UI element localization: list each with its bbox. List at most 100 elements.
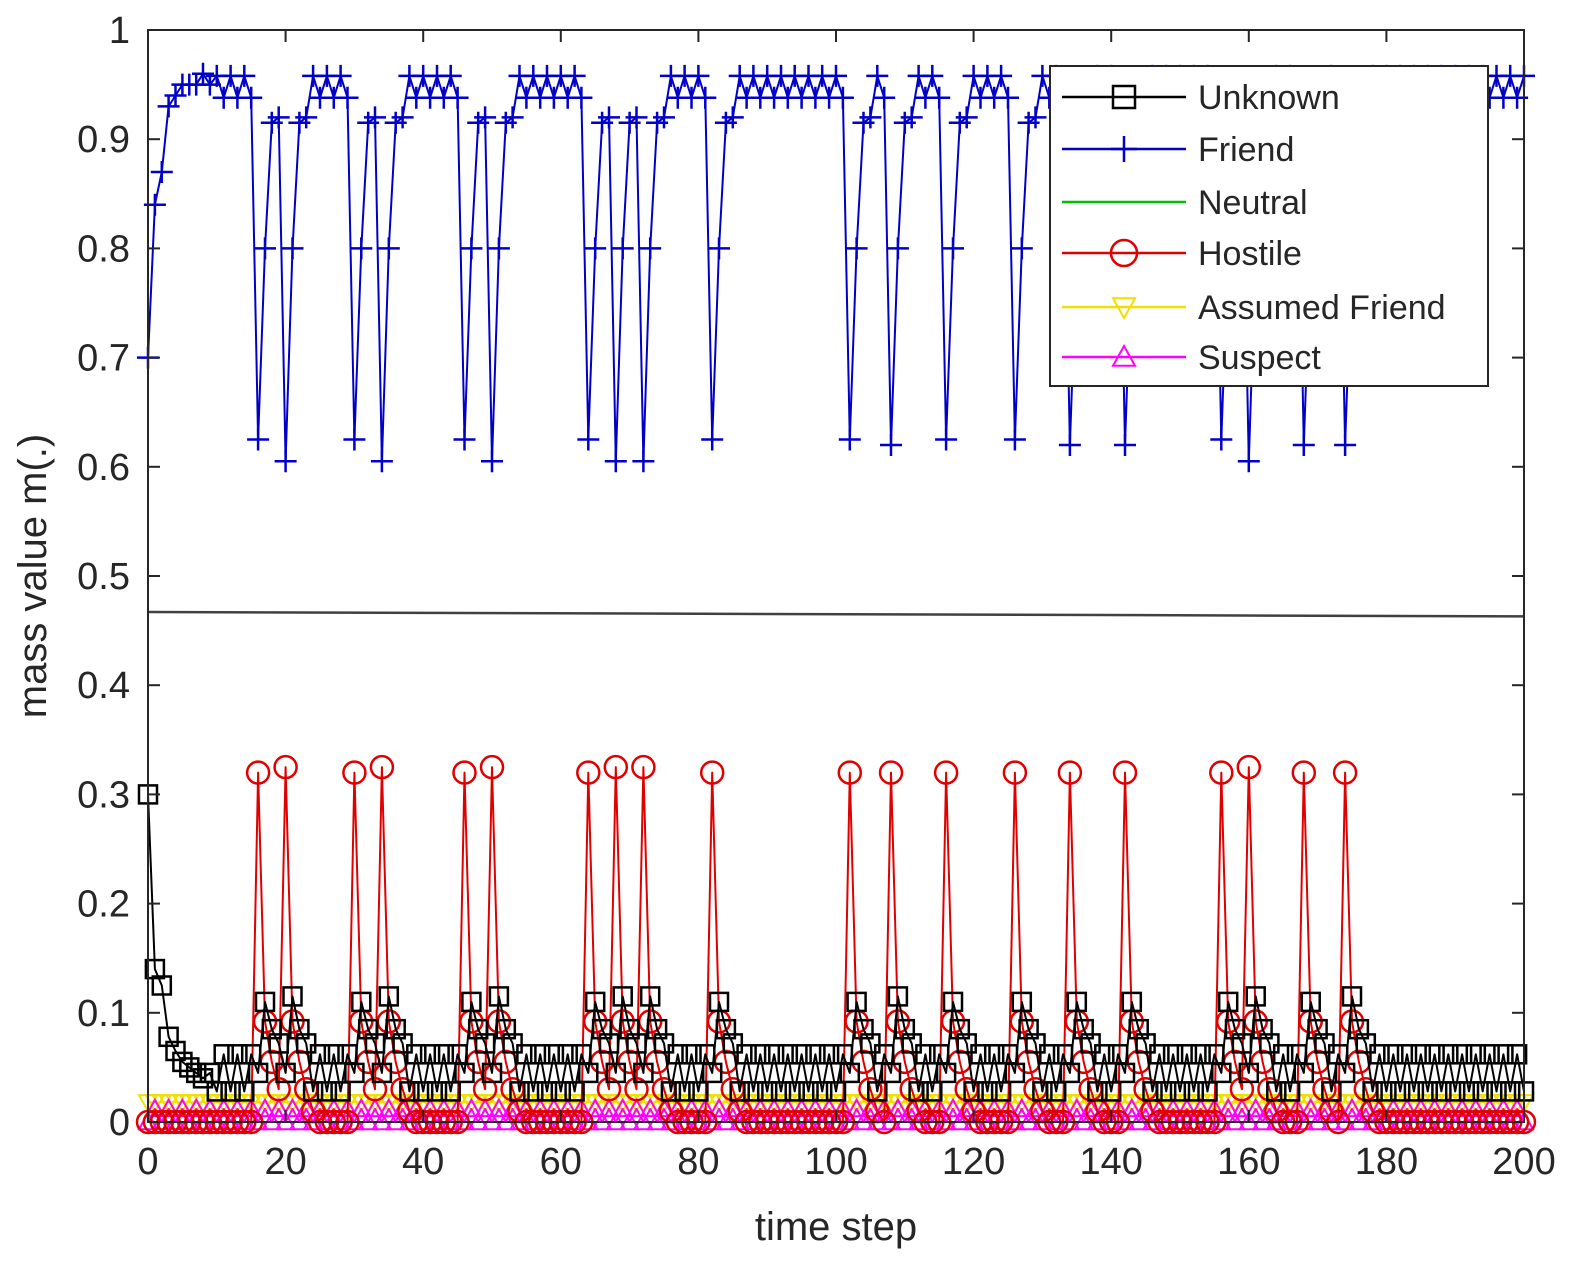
data-point-unknown <box>853 1018 874 1040</box>
data-point-unknown <box>736 1044 757 1065</box>
data-point-suspect <box>199 1097 221 1118</box>
data-point-unknown <box>825 1081 847 1102</box>
data-point-hostile <box>576 760 601 785</box>
data-point-unknown <box>908 1081 929 1102</box>
data-point-unknown <box>440 1081 461 1102</box>
data-point-unknown <box>860 1033 881 1054</box>
data-point-friend <box>240 86 263 109</box>
data-point-suspect <box>804 1097 827 1118</box>
data-point-unknown <box>688 1081 709 1102</box>
data-point-friend <box>460 237 483 260</box>
data-point-unknown <box>1217 991 1239 1013</box>
data-point-suspect <box>213 1097 235 1118</box>
legend-swatch-assumed-friend <box>1062 297 1186 321</box>
data-point-unknown <box>172 1051 193 1073</box>
data-point-unknown <box>880 1062 902 1084</box>
data-point-friend <box>1010 237 1033 260</box>
y-tick-label: 0.5 <box>77 556 130 598</box>
data-point-friend <box>701 428 724 451</box>
data-point-unknown <box>1369 1044 1390 1065</box>
data-point-unknown <box>302 1081 324 1102</box>
data-point-friend <box>329 64 352 87</box>
data-point-unknown <box>667 1044 689 1065</box>
data-point-unknown <box>1045 1081 1067 1102</box>
data-point-unknown <box>867 1081 888 1102</box>
data-point-hostile <box>885 1009 911 1034</box>
data-point-unknown <box>1231 1033 1253 1054</box>
data-point-unknown <box>1355 1033 1377 1054</box>
y-tick-label: 0 <box>109 1102 130 1144</box>
data-point-unknown <box>1506 1044 1528 1065</box>
data-point-unknown <box>282 986 303 1007</box>
data-point-unknown <box>639 986 661 1007</box>
data-point-unknown <box>392 1033 413 1054</box>
data-point-friend <box>295 106 318 129</box>
data-point-unknown <box>185 1062 207 1084</box>
data-point-unknown <box>1307 1018 1328 1040</box>
data-point-unknown <box>1300 991 1321 1013</box>
y-tick-label: 0.1 <box>77 993 130 1035</box>
data-point-friend <box>845 237 868 260</box>
data-point-suspect <box>598 1097 620 1118</box>
data-point-unknown <box>309 1044 331 1065</box>
data-point-hostile <box>273 754 298 780</box>
data-point-unknown <box>495 1018 517 1040</box>
axis-ticks: 0 20 40 60 80 100 120 140 160 180 200 0 0.1 0.2 0.3 0.4… <box>77 10 1556 1183</box>
data-point-unknown <box>1341 986 1363 1007</box>
data-point-unknown <box>1114 1062 1136 1084</box>
data-point-friend <box>254 237 276 260</box>
data-point-unknown <box>1183 1081 1205 1102</box>
data-point-suspect <box>1451 1097 1473 1118</box>
data-point-hostile <box>1339 1009 1365 1034</box>
data-point-unknown <box>426 1081 448 1102</box>
data-point-friend <box>439 64 462 87</box>
data-point-unknown <box>949 1018 971 1040</box>
data-point-friend <box>900 106 923 129</box>
data-point-hostile <box>837 760 863 785</box>
data-point-unknown <box>1444 1081 1466 1102</box>
data-point-unknown <box>357 1018 379 1040</box>
data-point-friend <box>1210 428 1233 451</box>
legend-marker-friend <box>1111 136 1137 162</box>
legend-marker-hostile <box>1109 238 1139 268</box>
data-point-unknown <box>536 1081 558 1102</box>
data-point-unknown <box>1424 1044 1445 1065</box>
data-point-unknown <box>660 1081 682 1102</box>
data-point-unknown <box>1224 1018 1246 1040</box>
data-point-hostile <box>369 754 395 780</box>
data-point-unknown <box>1080 1033 1101 1054</box>
data-point-friend <box>604 450 627 473</box>
data-point-unknown <box>1259 1033 1280 1054</box>
data-point-friend <box>831 86 854 109</box>
data-point-unknown <box>151 975 173 996</box>
data-point-unknown <box>192 1068 214 1089</box>
data-point-unknown <box>846 991 867 1013</box>
data-point-unknown <box>371 1062 393 1084</box>
data-point-unknown <box>412 1081 434 1102</box>
legend-swatch-friend <box>1062 136 1186 162</box>
x-tick-label: 180 <box>1355 1141 1418 1183</box>
data-point-friend <box>481 450 503 473</box>
data-point-hostile <box>479 754 505 780</box>
data-point-unknown <box>275 1062 296 1084</box>
data-point-unknown <box>1039 1044 1060 1065</box>
data-point-friend <box>281 237 304 260</box>
data-point-unknown <box>784 1081 805 1102</box>
data-point-friend <box>1058 434 1081 456</box>
data-point-hostile <box>1291 760 1317 785</box>
data-point-suspect <box>268 1097 290 1118</box>
data-point-friend <box>653 106 675 129</box>
legend-item-assumed-friend: Assumed Friend <box>1062 289 1446 327</box>
x-tick-label: 140 <box>1079 1141 1142 1183</box>
x-tick-label: 120 <box>942 1141 1005 1183</box>
data-point-suspect <box>625 1097 648 1118</box>
data-point-suspect <box>1245 1097 1267 1118</box>
data-point-suspect <box>1217 1097 1239 1118</box>
legend-swatch-unknown <box>1062 84 1186 110</box>
data-point-unknown <box>1128 1018 1149 1040</box>
data-point-hostile <box>878 760 904 785</box>
data-point-friend <box>267 106 290 129</box>
data-point-friend <box>501 106 524 129</box>
data-point-suspect <box>584 1097 606 1118</box>
data-point-friend <box>570 86 593 109</box>
